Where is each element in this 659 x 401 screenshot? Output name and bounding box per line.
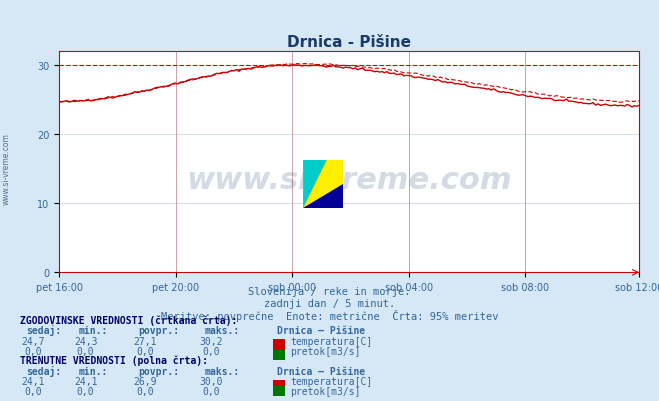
- Text: 0,0: 0,0: [24, 346, 42, 356]
- Text: maks.:: maks.:: [204, 366, 239, 376]
- Text: 24,1: 24,1: [74, 376, 98, 386]
- Text: 24,7: 24,7: [21, 336, 45, 346]
- Text: 24,3: 24,3: [74, 336, 98, 346]
- Text: 30,2: 30,2: [199, 336, 223, 346]
- Text: www.si-vreme.com: www.si-vreme.com: [186, 166, 512, 194]
- Text: zadnji dan / 5 minut.: zadnji dan / 5 minut.: [264, 298, 395, 308]
- Text: 27,1: 27,1: [133, 336, 157, 346]
- Text: sedaj:: sedaj:: [26, 325, 61, 336]
- Text: povpr.:: povpr.:: [138, 366, 179, 376]
- Polygon shape: [303, 160, 327, 209]
- Text: 0,0: 0,0: [136, 346, 154, 356]
- Text: povpr.:: povpr.:: [138, 326, 179, 336]
- Text: ZGODOVINSKE VREDNOSTI (črtkana črta):: ZGODOVINSKE VREDNOSTI (črtkana črta):: [20, 314, 237, 325]
- Text: sedaj:: sedaj:: [26, 365, 61, 376]
- Text: min.:: min.:: [79, 326, 109, 336]
- Text: temperatura[C]: temperatura[C]: [290, 376, 372, 386]
- Polygon shape: [303, 184, 343, 209]
- Text: 0,0: 0,0: [24, 386, 42, 396]
- Text: pretok[m3/s]: pretok[m3/s]: [290, 346, 360, 356]
- Text: Drnica – Pišine: Drnica – Pišine: [277, 326, 365, 336]
- Text: TRENUTNE VREDNOSTI (polna črta):: TRENUTNE VREDNOSTI (polna črta):: [20, 354, 208, 365]
- Text: maks.:: maks.:: [204, 326, 239, 336]
- Text: 0,0: 0,0: [77, 346, 94, 356]
- Text: Drnica – Pišine: Drnica – Pišine: [277, 366, 365, 376]
- Text: temperatura[C]: temperatura[C]: [290, 336, 372, 346]
- Text: 0,0: 0,0: [202, 386, 219, 396]
- Text: 24,1: 24,1: [21, 376, 45, 386]
- Text: 0,0: 0,0: [202, 346, 219, 356]
- Text: Meritve: povprečne  Enote: metrične  Črta: 95% meritev: Meritve: povprečne Enote: metrične Črta:…: [161, 309, 498, 321]
- Text: 26,9: 26,9: [133, 376, 157, 386]
- Text: pretok[m3/s]: pretok[m3/s]: [290, 386, 360, 396]
- Text: 0,0: 0,0: [77, 386, 94, 396]
- Text: Slovenija / reke in morje.: Slovenija / reke in morje.: [248, 287, 411, 297]
- Text: min.:: min.:: [79, 366, 109, 376]
- Text: 30,0: 30,0: [199, 376, 223, 386]
- Text: www.si-vreme.com: www.si-vreme.com: [2, 133, 11, 204]
- Title: Drnica - Pišine: Drnica - Pišine: [287, 34, 411, 50]
- Text: 0,0: 0,0: [136, 386, 154, 396]
